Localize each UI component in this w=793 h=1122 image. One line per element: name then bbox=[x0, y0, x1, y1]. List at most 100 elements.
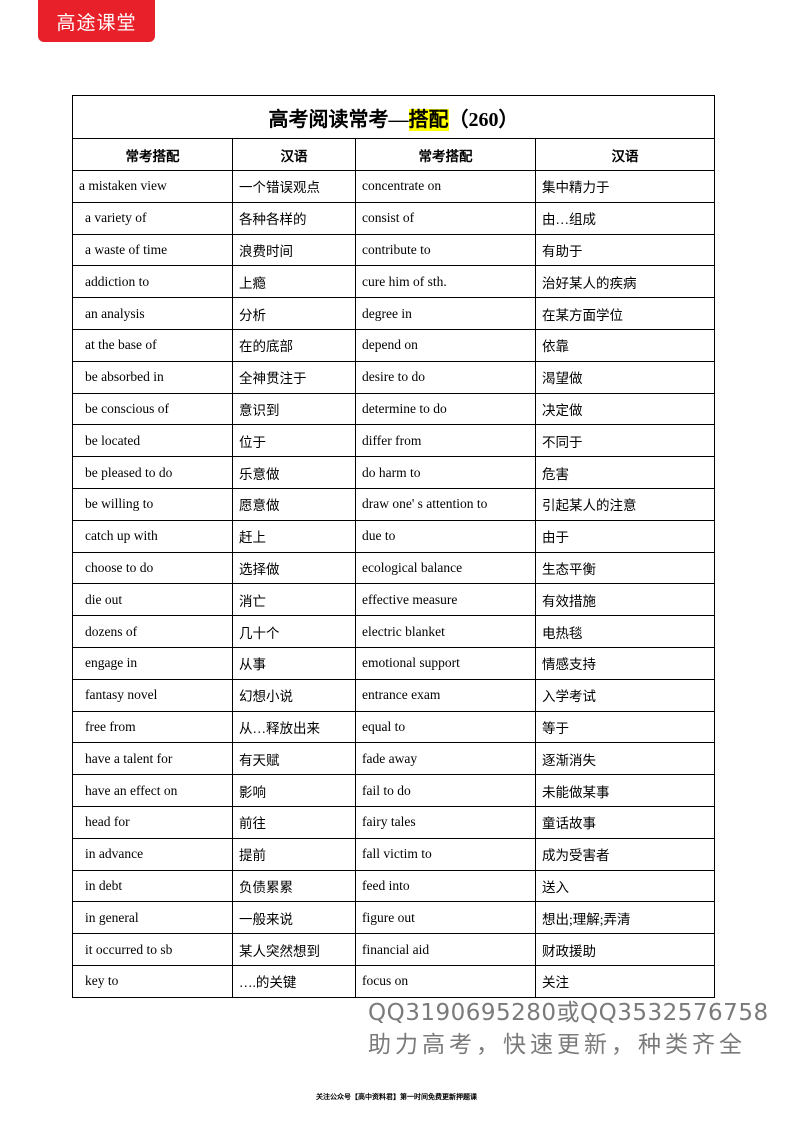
cell-chinese-1: ….的关键 bbox=[232, 964, 356, 998]
cell-chinese-1: 有天赋 bbox=[232, 742, 356, 776]
cell-chinese-2: 引起某人的注意 bbox=[535, 487, 715, 521]
cell-phrase-2: depend on bbox=[355, 328, 536, 362]
cell-chinese-2: 治好某人的疾病 bbox=[535, 265, 715, 299]
cell-chinese-2: 成为受害者 bbox=[535, 837, 715, 871]
cell-chinese-2: 决定做 bbox=[535, 392, 715, 426]
cell-phrase-1: in advance bbox=[72, 837, 233, 871]
table-row: be conscious of 意识到 determine to do 决定做 bbox=[72, 392, 715, 426]
table-title-row: 高考阅读常考—搭配（260） bbox=[72, 95, 715, 139]
cell-phrase-2: electric blanket bbox=[355, 615, 536, 648]
cell-phrase-1: a waste of time bbox=[72, 233, 233, 267]
cell-phrase-1: a variety of bbox=[72, 201, 233, 235]
cell-phrase-1: catch up with bbox=[72, 519, 233, 553]
cell-phrase-1: an analysis bbox=[72, 297, 233, 330]
cell-phrase-2: do harm to bbox=[355, 456, 536, 489]
watermark-slogan: 助力高考，快速更新，种类齐全 bbox=[368, 1032, 746, 1058]
cell-chinese-1: 几十个 bbox=[232, 615, 356, 648]
cell-phrase-2: draw one' s attention to bbox=[355, 487, 536, 521]
cell-chinese-1: 幻想小说 bbox=[232, 678, 356, 712]
cell-phrase-1: have an effect on bbox=[72, 774, 233, 807]
cell-chinese-2: 未能做某事 bbox=[535, 774, 715, 807]
header-chinese-2: 汉语 bbox=[535, 138, 715, 171]
cell-chinese-1: 某人突然想到 bbox=[232, 933, 356, 966]
cell-phrase-1: in general bbox=[72, 901, 233, 935]
cell-chinese-2: 危害 bbox=[535, 456, 715, 489]
cell-chinese-1: 乐意做 bbox=[232, 456, 356, 489]
cell-phrase-2: desire to do bbox=[355, 360, 536, 394]
cell-phrase-2: fall victim to bbox=[355, 837, 536, 871]
table-row: a variety of 各种各样的 consist of 由…组成 bbox=[72, 201, 715, 235]
cell-phrase-2: equal to bbox=[355, 710, 536, 744]
cell-chinese-1: 赶上 bbox=[232, 519, 356, 553]
cell-chinese-1: 提前 bbox=[232, 837, 356, 871]
cell-phrase-1: be pleased to do bbox=[72, 456, 233, 489]
table-row: die out 消亡 effective measure 有效措施 bbox=[72, 583, 715, 617]
cell-chinese-2: 入学考试 bbox=[535, 678, 715, 712]
cell-chinese-2: 有效措施 bbox=[535, 583, 715, 617]
brand-logo: 高途课堂 bbox=[38, 0, 155, 42]
table-row: have an effect on 影响 fail to do 未能做某事 bbox=[72, 774, 715, 807]
cell-phrase-2: degree in bbox=[355, 297, 536, 330]
cell-chinese-1: 消亡 bbox=[232, 583, 356, 617]
header-phrase-2: 常考搭配 bbox=[355, 138, 536, 171]
table-row: free from 从…释放出来 equal to 等于 bbox=[72, 710, 715, 744]
cell-chinese-1: 上瘾 bbox=[232, 265, 356, 299]
cell-chinese-1: 各种各样的 bbox=[232, 201, 356, 235]
table-row: fantasy novel 幻想小说 entrance exam 入学考试 bbox=[72, 678, 715, 712]
header-row: 常考搭配 汉语 常考搭配 汉语 bbox=[72, 138, 715, 171]
cell-chinese-1: 全神贯注于 bbox=[232, 360, 356, 394]
table-row: a waste of time 浪费时间 contribute to 有助于 bbox=[72, 233, 715, 267]
table-row: be absorbed in 全神贯注于 desire to do 渴望做 bbox=[72, 360, 715, 394]
cell-chinese-2: 等于 bbox=[535, 710, 715, 744]
cell-phrase-1: it occurred to sb bbox=[72, 933, 233, 966]
cell-phrase-1: dozens of bbox=[72, 615, 233, 648]
cell-chinese-2: 依靠 bbox=[535, 328, 715, 362]
cell-phrase-1: engage in bbox=[72, 646, 233, 680]
table-row: have a talent for 有天赋 fade away 逐渐消失 bbox=[72, 742, 715, 776]
cell-chinese-2: 集中精力于 bbox=[535, 170, 715, 203]
table-row: at the base of 在的底部 depend on 依靠 bbox=[72, 328, 715, 362]
table-row: a mistaken view 一个错误观点 concentrate on 集中精力于 bbox=[72, 170, 715, 203]
table-row: addiction to 上瘾 cure him of sth. 治好某人的疾病 bbox=[72, 265, 715, 299]
cell-phrase-2: contribute to bbox=[355, 233, 536, 267]
cell-chinese-1: 负债累累 bbox=[232, 869, 356, 903]
cell-phrase-1: at the base of bbox=[72, 328, 233, 362]
cell-chinese-2: 童话故事 bbox=[535, 805, 715, 839]
cell-phrase-1: die out bbox=[72, 583, 233, 617]
cell-phrase-2: fade away bbox=[355, 742, 536, 776]
cell-chinese-2: 由于 bbox=[535, 519, 715, 553]
cell-chinese-1: 意识到 bbox=[232, 392, 356, 426]
cell-chinese-1: 一般来说 bbox=[232, 901, 356, 935]
cell-chinese-2: 生态平衡 bbox=[535, 551, 715, 585]
cell-chinese-1: 影响 bbox=[232, 774, 356, 807]
cell-phrase-2: financial aid bbox=[355, 933, 536, 966]
cell-chinese-1: 分析 bbox=[232, 297, 356, 330]
table-row: an analysis 分析 degree in 在某方面学位 bbox=[72, 297, 715, 330]
cell-chinese-2: 想出;理解;弄清 bbox=[535, 901, 715, 935]
cell-phrase-2: fail to do bbox=[355, 774, 536, 807]
table-row: be located 位于 differ from 不同于 bbox=[72, 424, 715, 458]
cell-chinese-2: 在某方面学位 bbox=[535, 297, 715, 330]
cell-phrase-2: consist of bbox=[355, 201, 536, 235]
cell-phrase-1: have a talent for bbox=[72, 742, 233, 776]
cell-chinese-1: 在的底部 bbox=[232, 328, 356, 362]
cell-phrase-2: cure him of sth. bbox=[355, 265, 536, 299]
cell-phrase-2: ecological balance bbox=[355, 551, 536, 585]
table-row: key to ….的关键 focus on 关注 bbox=[72, 964, 715, 998]
cell-chinese-2: 不同于 bbox=[535, 424, 715, 458]
table-row: in debt 负债累累 feed into 送入 bbox=[72, 869, 715, 903]
cell-phrase-1: addiction to bbox=[72, 265, 233, 299]
cell-phrase-2: figure out bbox=[355, 901, 536, 935]
cell-chinese-2: 财政援助 bbox=[535, 933, 715, 966]
table-row: be willing to 愿意做 draw one' s attention to… bbox=[72, 487, 715, 521]
cell-phrase-2: effective measure bbox=[355, 583, 536, 617]
cell-chinese-2: 关注 bbox=[535, 964, 715, 998]
cell-chinese-1: 从…释放出来 bbox=[232, 710, 356, 744]
cell-phrase-1: choose to do bbox=[72, 551, 233, 585]
cell-chinese-1: 浪费时间 bbox=[232, 233, 356, 267]
cell-chinese-2: 送入 bbox=[535, 869, 715, 903]
cell-phrase-1: head for bbox=[72, 805, 233, 839]
table-row: in general 一般来说 figure out 想出;理解;弄清 bbox=[72, 901, 715, 935]
title-highlight: 搭配 bbox=[408, 108, 449, 131]
